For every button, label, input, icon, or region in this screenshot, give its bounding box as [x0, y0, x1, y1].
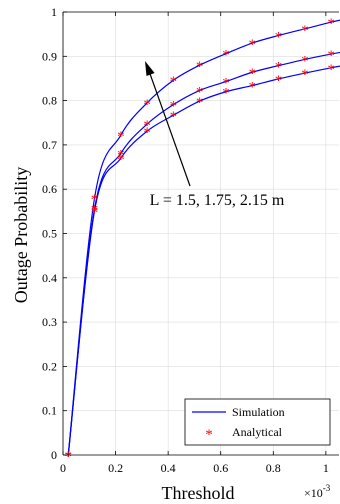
annotation: L = 1.5, 1.75, 2.15 m — [145, 61, 285, 209]
y-tick-label: 0.4 — [42, 271, 57, 285]
analytical-marker: * — [327, 16, 335, 32]
analytical-marker: * — [301, 23, 309, 39]
y-tick-label: 0.7 — [42, 138, 57, 152]
analytical-marker: * — [170, 109, 178, 125]
analytical-marker: * — [65, 449, 73, 465]
analytical-marker: * — [91, 192, 99, 208]
series-clip-group — [67, 19, 340, 456]
analytical-marker: * — [275, 73, 283, 89]
axes — [62, 11, 339, 456]
simulation-line-3 — [67, 65, 340, 456]
x-multiplier-exponent: -3 — [323, 483, 331, 493]
analytical-marker: * — [170, 74, 178, 90]
simulation-line-1 — [67, 19, 340, 456]
analytical-marker: * — [91, 203, 99, 219]
analytical-marker: * — [117, 152, 125, 168]
analytical-marker: * — [275, 29, 283, 45]
x-tick-label: 0.8 — [266, 461, 281, 475]
analytical-marker: * — [301, 53, 309, 69]
x-tick-label: 0.6 — [213, 461, 228, 475]
analytical-marker: * — [143, 118, 151, 134]
legend-simulation-label: Simulation — [232, 405, 285, 419]
analytical-marker: * — [222, 48, 230, 64]
y-axis-label: Outage Probability — [11, 167, 31, 303]
x-tick-label: 0.2 — [108, 461, 123, 475]
analytical-marker: * — [117, 147, 125, 163]
analytical-marker: * — [249, 37, 257, 53]
legend-box — [184, 398, 331, 446]
x-tick-label: 1 — [323, 461, 329, 475]
analytical-marker: * — [196, 59, 204, 75]
y-tick-label: 1 — [51, 5, 57, 19]
y-tick-label: 0.6 — [42, 182, 57, 196]
analytical-marker: * — [91, 205, 99, 221]
y-tick-label: 0.2 — [42, 359, 57, 373]
grid — [62, 11, 339, 456]
analytical-marker: * — [143, 97, 151, 113]
analytical-marker: * — [301, 67, 309, 83]
analytical-marker: * — [327, 62, 335, 78]
analytical-marker: * — [327, 48, 335, 64]
tick-labels: 0 0.2 0.4 0.6 0.8 1 0 0.1 0.2 0.3 0.4 0.5 0.6 0.7 0.8 0… — [42, 5, 329, 475]
annotation-text: L = 1.5, 1.75, 2.15 m — [150, 192, 285, 209]
analytical-marker: * — [249, 80, 257, 96]
analytical-marker: * — [65, 449, 73, 465]
x-tick-label: 0.4 — [161, 461, 176, 475]
y-tick-label: 0.8 — [42, 94, 57, 108]
legend-analytical-marker: * — [205, 427, 213, 443]
analytical-marker: * — [65, 449, 73, 465]
analytical-marker: * — [222, 76, 230, 92]
y-tick-label: 0 — [51, 448, 57, 462]
legend-analytical-label: Analytical — [232, 425, 283, 439]
legend: Simulation * Analytical — [184, 398, 331, 446]
y-tick-label: 0.1 — [42, 404, 57, 418]
analytical-marker: * — [222, 86, 230, 102]
analytical-marker: * — [249, 66, 257, 82]
y-tick-label: 0.9 — [42, 49, 57, 63]
x-axis-multiplier: ×10-3 — [304, 483, 331, 500]
annotation-arrowhead — [145, 61, 155, 76]
x-tick-label: 0 — [60, 461, 66, 475]
y-tick-label: 0.3 — [42, 315, 57, 329]
analytical-marker: * — [117, 129, 125, 145]
annotation-arrow-shaft — [148, 70, 191, 187]
analytical-marker: * — [170, 99, 178, 115]
y-tick-label: 0.5 — [42, 227, 57, 241]
analytical-marker: * — [196, 95, 204, 111]
analytical-marker: * — [143, 125, 151, 141]
series-layer: ******** * * ********* * * ******** * * * * — [65, 16, 340, 465]
x-axis-label: Threshold — [162, 483, 235, 503]
x-multiplier-base: ×10 — [304, 486, 323, 500]
analytical-marker: * — [196, 84, 204, 100]
analytical-marker: * — [275, 60, 283, 76]
